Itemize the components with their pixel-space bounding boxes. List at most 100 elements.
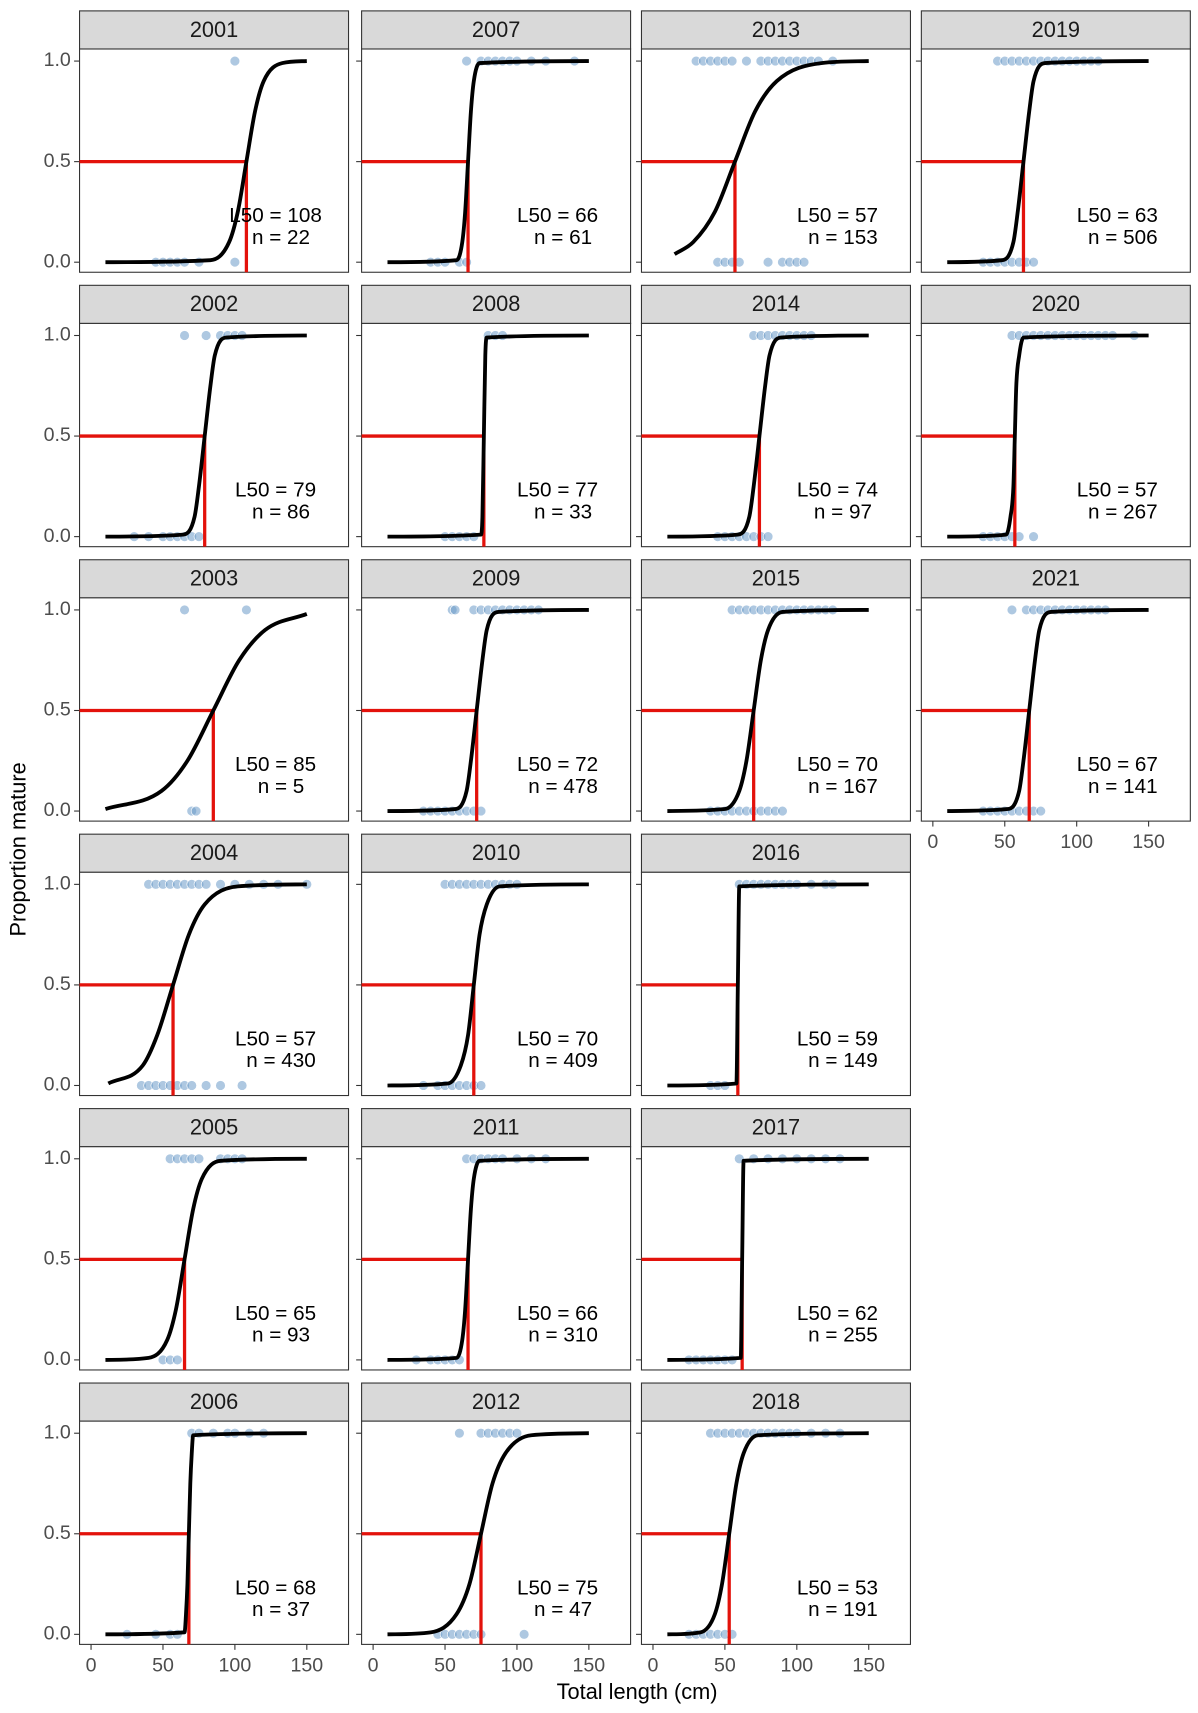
strip — [920, 559, 1191, 599]
fitted-curve — [667, 1431, 869, 1637]
strip-title: 2012 — [472, 1389, 520, 1414]
strip-title: 2011 — [473, 1115, 520, 1140]
fitted-curve — [105, 59, 307, 265]
observation — [762, 256, 774, 268]
x-tick-label: 0 — [648, 1654, 659, 1676]
fitted-curve — [387, 608, 589, 813]
strip-title: 2021 — [1032, 566, 1080, 591]
observation — [475, 1080, 487, 1091]
n-label: n = 97 — [814, 500, 872, 523]
strip — [640, 284, 911, 324]
strip-title: 2008 — [472, 291, 520, 316]
x-tick-label: 150 — [573, 1654, 606, 1676]
strip-title: 2015 — [752, 566, 800, 591]
n-label: n = 255 — [808, 1324, 878, 1347]
observation — [762, 531, 774, 542]
strip-title: 2014 — [752, 291, 800, 316]
strip-title: 2004 — [190, 840, 238, 865]
strip-title: 2006 — [190, 1389, 238, 1414]
n-label: n = 33 — [534, 500, 592, 523]
x-tick-label: 50 — [994, 831, 1016, 853]
l50-label: L50 = 59 — [797, 1027, 878, 1050]
l50-label: L50 = 66 — [517, 1302, 598, 1325]
fitted-curve — [667, 1156, 869, 1362]
n-label: n = 478 — [528, 775, 598, 798]
strip-title: 2003 — [190, 566, 238, 591]
y-tick-label: 0.5 — [44, 150, 71, 172]
y-tick-label: 0.0 — [44, 1348, 71, 1370]
fitted-curve — [387, 1156, 589, 1362]
observation — [229, 256, 241, 268]
observation — [1035, 805, 1046, 817]
observation — [193, 531, 205, 542]
y-tick-label: 0.5 — [44, 973, 71, 995]
n-label: n = 93 — [252, 1324, 310, 1347]
fitted-curve — [105, 1156, 307, 1362]
y-tick-label: 0.5 — [44, 1248, 71, 1270]
x-tick-label: 50 — [714, 1654, 736, 1676]
y-tick-label: 0.5 — [44, 699, 71, 721]
l50-label: L50 = 57 — [235, 1027, 316, 1050]
y-tick-label: 0.5 — [44, 424, 71, 446]
strip-title: 2019 — [1032, 17, 1080, 42]
observation — [1028, 256, 1039, 268]
strip-title: 2020 — [1032, 291, 1080, 316]
fitted-curve — [387, 59, 589, 265]
strip-title: 2002 — [190, 291, 238, 316]
strip-title: 2005 — [190, 1115, 238, 1140]
n-label: n = 506 — [1088, 226, 1158, 249]
l50-label: L50 = 67 — [1077, 753, 1158, 776]
n-label: n = 167 — [808, 775, 878, 798]
observation — [461, 55, 472, 67]
strip-title: 2018 — [752, 1389, 800, 1414]
x-tick-label: 0 — [86, 1654, 97, 1676]
strip — [79, 1108, 350, 1148]
fitted-curve — [387, 882, 589, 1088]
strip — [640, 833, 911, 873]
n-label: n = 47 — [534, 1598, 592, 1621]
l50-label: L50 = 70 — [797, 753, 878, 776]
strip-title: 2016 — [752, 840, 800, 865]
observation — [229, 55, 241, 67]
l50-label: L50 = 85 — [235, 753, 316, 776]
x-tick-label: 0 — [368, 1654, 379, 1676]
observation — [449, 604, 461, 616]
n-label: n = 409 — [528, 1049, 598, 1072]
l50-label: L50 = 57 — [1077, 479, 1158, 502]
n-label: n = 141 — [1088, 775, 1158, 798]
y-tick-label: 0.0 — [44, 799, 71, 821]
n-label: n = 153 — [808, 226, 878, 249]
fitted-curve — [667, 333, 869, 539]
fitted-curve — [667, 608, 869, 813]
observation — [726, 55, 738, 67]
fitted-curve — [105, 333, 307, 539]
strip — [361, 284, 632, 324]
n-label: n = 5 — [258, 775, 305, 798]
fitted-curve — [107, 882, 307, 1086]
x-tick-label: 50 — [152, 1654, 174, 1676]
observation — [236, 1080, 248, 1091]
x-tick-label: 50 — [434, 1654, 456, 1676]
y-tick-label: 0.0 — [44, 1623, 71, 1645]
l50-label: L50 = 72 — [517, 753, 598, 776]
fitted-curve — [387, 333, 589, 539]
x-tick-label: 150 — [852, 1654, 885, 1676]
observation — [200, 879, 212, 890]
n-label: n = 310 — [528, 1324, 598, 1347]
observation — [241, 604, 252, 616]
observation — [172, 1354, 183, 1366]
y-tick-label: 1.0 — [44, 1147, 71, 1169]
strip — [361, 1108, 632, 1148]
strip-title: 2017 — [752, 1115, 800, 1140]
x-tick-label: 100 — [219, 1654, 252, 1676]
strip-title: 2001 — [190, 17, 238, 42]
l50-label: L50 = 68 — [235, 1576, 316, 1599]
observation — [1006, 604, 1018, 616]
x-axis-title: Total length (cm) — [557, 1679, 718, 1704]
strip — [361, 1382, 632, 1422]
y-tick-label: 1.0 — [44, 1421, 71, 1443]
n-label: n = 61 — [534, 226, 592, 249]
fitted-curve — [667, 882, 869, 1088]
n-label: n = 430 — [246, 1049, 316, 1072]
y-axis-title: Proportion mature — [5, 762, 30, 936]
